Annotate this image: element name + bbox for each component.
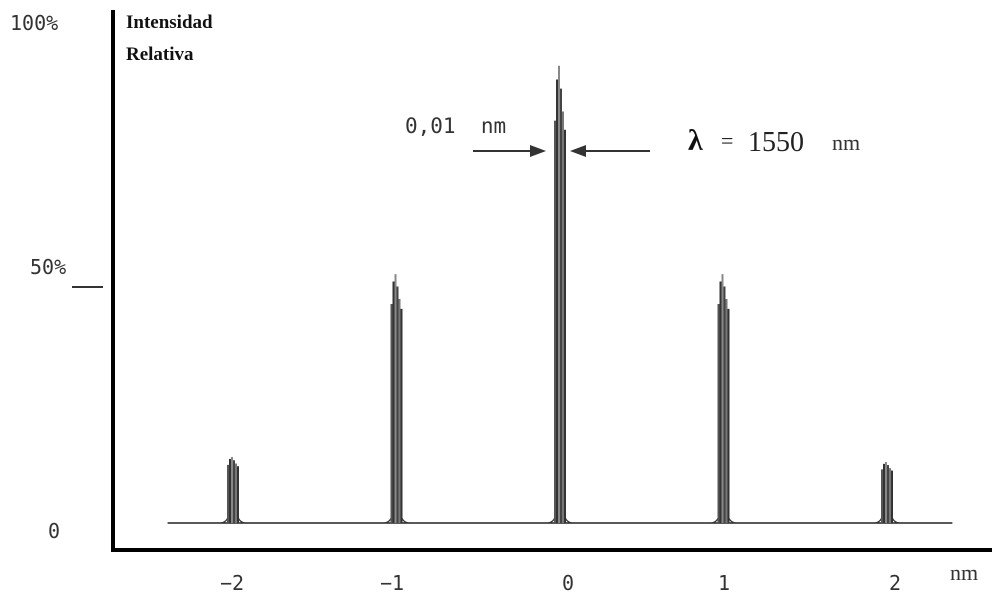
- x-axis-unit: nm: [950, 560, 978, 585]
- peak-4: [874, 462, 900, 524]
- y-axis-label-line1: Intensidad: [126, 12, 213, 33]
- y-axis-label-line2: Relativa: [126, 44, 194, 65]
- lambda-symbol: λ: [688, 124, 703, 157]
- y-tick-label-100: 100%: [10, 11, 58, 35]
- peak-0: [220, 456, 246, 524]
- x-tick-label-neg2: −2: [220, 571, 244, 595]
- x-tick-label-neg1: −1: [380, 571, 404, 595]
- y-tick-label-50: 50%: [30, 255, 66, 279]
- x-tick-label-1: 1: [718, 571, 730, 595]
- lambda-value: 1550: [748, 127, 804, 158]
- peak-2: [547, 65, 573, 524]
- lambda-equals: =: [721, 128, 733, 153]
- peak-3: [711, 274, 736, 524]
- x-tick-label-0: 0: [562, 571, 574, 595]
- peak-1: [384, 274, 409, 524]
- linewidth-left-arrow: [473, 145, 546, 157]
- lambda-unit: nm: [832, 130, 860, 155]
- linewidth-label: 0,01 nm: [405, 114, 506, 138]
- spectrum-peaks: [220, 65, 900, 524]
- linewidth-right-arrow: [570, 145, 650, 157]
- y-tick-label-0: 0: [48, 519, 60, 543]
- x-tick-label-2: 2: [889, 571, 901, 595]
